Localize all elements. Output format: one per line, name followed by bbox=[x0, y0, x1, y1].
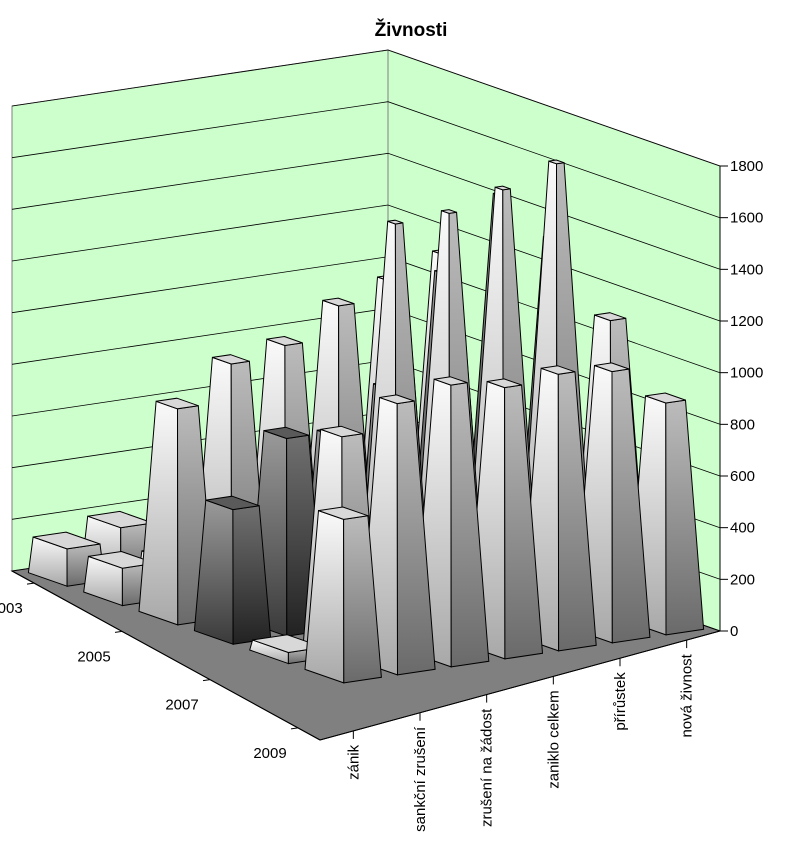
z-axis-ticks: 0 200 400 600 800 1000 1200 1400 1600 1800 bbox=[720, 158, 763, 640]
bar-nová-živnost-2009 bbox=[304, 506, 382, 684]
year-axis-labels: 2003 2005 2007 2009 bbox=[0, 582, 299, 762]
category-label: sankční zrušení bbox=[412, 726, 429, 832]
bars bbox=[27, 159, 705, 684]
bar-top-face bbox=[494, 185, 511, 191]
bar-top-face bbox=[548, 159, 565, 165]
bar-zaniklo-celkem-2009 bbox=[193, 495, 272, 645]
gridline bbox=[11, 204, 721, 322]
year-tick-label: 2003 bbox=[0, 600, 23, 617]
year-tick-label: 2009 bbox=[253, 745, 286, 762]
year-tick-mark bbox=[26, 582, 35, 585]
bar-top-face bbox=[486, 378, 522, 389]
bar-top-face bbox=[540, 365, 576, 375]
z-tick-label: 1600 bbox=[730, 210, 763, 227]
bar-top-face bbox=[441, 209, 457, 214]
bar-top-face bbox=[212, 354, 250, 365]
year-tick-mark bbox=[202, 679, 211, 682]
category-axis-labels: zánik sankční zrušení zrušení na žádost zan… bbox=[345, 640, 696, 832]
bar-top-face bbox=[318, 506, 369, 520]
category-label: nová živnost bbox=[679, 653, 696, 737]
year-tick-mark bbox=[114, 630, 123, 633]
category-label: zaniklo celkem bbox=[545, 690, 562, 788]
z-tick-label: 400 bbox=[730, 520, 755, 537]
year-axis-line bbox=[11, 570, 321, 741]
bar-top-face bbox=[87, 510, 153, 529]
z-tick-label: 600 bbox=[730, 468, 755, 485]
z-tick-label: 800 bbox=[730, 416, 755, 433]
year-tick-mark bbox=[290, 727, 299, 730]
bar-top-face bbox=[594, 312, 626, 322]
gridline bbox=[11, 49, 721, 167]
category-axis-line bbox=[319, 630, 721, 741]
bar-top-face bbox=[387, 219, 404, 225]
gridline bbox=[11, 101, 721, 219]
bar-top-face bbox=[379, 394, 415, 405]
bar-top-face bbox=[645, 392, 686, 404]
z-tick-label: 1200 bbox=[730, 313, 763, 330]
chart-title: Živnosti bbox=[375, 19, 448, 41]
bar-top-face bbox=[320, 425, 363, 438]
z-tick-label: 0 bbox=[730, 623, 738, 640]
year-tick-label: 2007 bbox=[165, 697, 198, 714]
bar-top-face bbox=[433, 376, 468, 386]
bar-top-face bbox=[155, 397, 199, 410]
bar-top-face bbox=[205, 495, 260, 511]
z-tick-label: 200 bbox=[730, 571, 755, 588]
axes bbox=[11, 166, 721, 741]
bar-top-face bbox=[32, 531, 101, 550]
year-tick-label: 2005 bbox=[77, 648, 110, 665]
z-tick-label: 1800 bbox=[730, 158, 763, 175]
z-tick-label: 1400 bbox=[730, 261, 763, 278]
category-label: zánik bbox=[345, 744, 362, 780]
gridline bbox=[11, 152, 721, 270]
category-label: přírůstek bbox=[612, 672, 629, 731]
bar-top-face bbox=[266, 335, 303, 347]
bar-top-face bbox=[594, 362, 630, 373]
bar-top-face bbox=[263, 426, 309, 440]
bar-top-face bbox=[322, 297, 355, 307]
category-label: zrušení na žádost bbox=[479, 708, 496, 827]
z-tick-label: 1000 bbox=[730, 365, 763, 382]
